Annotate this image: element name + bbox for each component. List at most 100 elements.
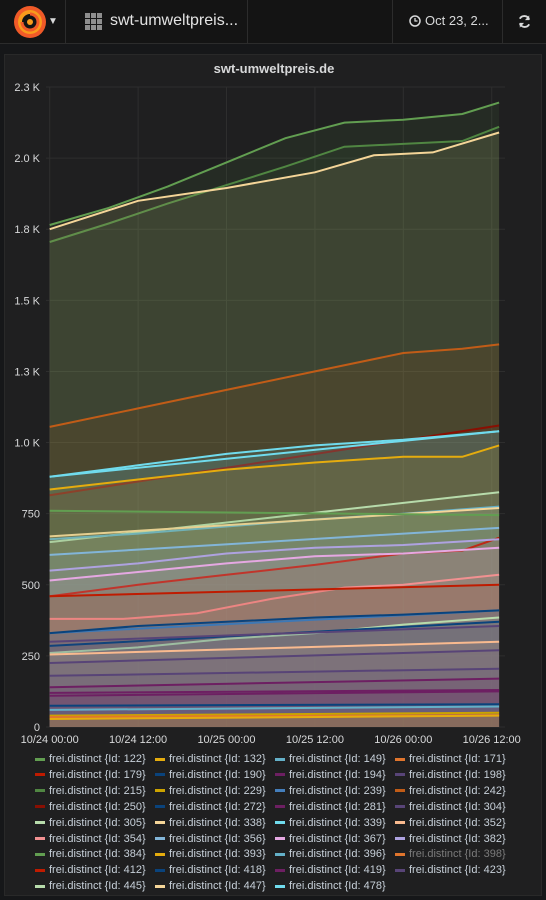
legend-swatch xyxy=(35,821,45,825)
series-line xyxy=(49,583,500,598)
legend-swatch xyxy=(155,884,165,888)
y-tick-label: 250 xyxy=(22,651,40,663)
legend-label: frei.distinct {Id: 478} xyxy=(289,880,386,893)
y-tick-label: 500 xyxy=(22,580,40,592)
legend-item[interactable]: frei.distinct {Id: 338} xyxy=(155,817,266,829)
legend-swatch xyxy=(155,773,165,777)
legend-swatch xyxy=(35,837,45,841)
legend-swatch xyxy=(35,868,45,872)
legend-item[interactable]: frei.distinct {Id: 171} xyxy=(395,753,506,765)
legend-label: frei.distinct {Id: 242} xyxy=(409,784,506,797)
grafana-menu-button[interactable]: ▼ xyxy=(0,0,66,44)
y-tick-label: 0 xyxy=(34,722,40,734)
legend-item[interactable]: frei.distinct {Id: 190} xyxy=(155,769,266,781)
y-tick-label: 2.0 K xyxy=(14,153,40,165)
legend-label: frei.distinct {Id: 194} xyxy=(289,768,386,781)
series-line xyxy=(49,131,500,231)
refresh-button[interactable] xyxy=(502,0,546,44)
dashboard-title: swt-umweltpreis... xyxy=(110,12,239,29)
legend-item[interactable]: frei.distinct {Id: 272} xyxy=(155,801,266,813)
time-range-picker[interactable]: Oct 23, 2... xyxy=(392,0,502,44)
legend-item[interactable]: frei.distinct {Id: 418} xyxy=(155,864,266,876)
legend-item[interactable]: frei.distinct {Id: 384} xyxy=(35,848,146,860)
legend-item[interactable]: frei.distinct {Id: 149} xyxy=(275,753,386,765)
series-line xyxy=(49,705,500,711)
legend-label: frei.distinct {Id: 305} xyxy=(49,816,146,829)
legend-label: frei.distinct {Id: 418} xyxy=(169,864,266,877)
legend-item[interactable]: frei.distinct {Id: 239} xyxy=(275,785,386,797)
x-tick-label: 10/24 00:00 xyxy=(21,734,79,745)
series-line xyxy=(49,690,500,697)
legend-label: frei.distinct {Id: 423} xyxy=(409,864,506,877)
dashboard-grid-icon xyxy=(85,13,102,30)
grafana-logo-icon xyxy=(14,6,46,38)
series-line xyxy=(49,573,500,620)
legend-item[interactable]: frei.distinct {Id: 132} xyxy=(155,753,266,765)
legend-item[interactable]: frei.distinct {Id: 179} xyxy=(35,769,146,781)
legend-swatch xyxy=(155,821,165,825)
legend-item[interactable]: frei.distinct {Id: 122} xyxy=(35,753,146,765)
legend-swatch xyxy=(35,884,45,888)
legend-item[interactable]: frei.distinct {Id: 367} xyxy=(275,833,386,845)
legend-item[interactable]: frei.distinct {Id: 304} xyxy=(395,801,506,813)
legend-item[interactable]: frei.distinct {Id: 354} xyxy=(35,833,146,845)
legend-item[interactable]: frei.distinct {Id: 352} xyxy=(395,817,506,829)
legend-swatch xyxy=(395,837,405,841)
series-line xyxy=(49,609,500,635)
legend-item[interactable]: frei.distinct {Id: 229} xyxy=(155,785,266,797)
legend-label: frei.distinct {Id: 179} xyxy=(49,768,146,781)
legend-item[interactable]: frei.distinct {Id: 412} xyxy=(35,864,146,876)
x-tick-label: 10/25 12:00 xyxy=(286,734,344,745)
legend-label: frei.distinct {Id: 171} xyxy=(409,753,506,765)
legend-label: frei.distinct {Id: 398} xyxy=(409,848,506,861)
legend-item[interactable]: frei.distinct {Id: 194} xyxy=(275,769,386,781)
legend-item[interactable]: frei.distinct {Id: 250} xyxy=(35,801,146,813)
legend-label: frei.distinct {Id: 272} xyxy=(169,800,266,813)
series-line xyxy=(49,125,500,243)
legend-label: frei.distinct {Id: 396} xyxy=(289,848,386,861)
legend-item[interactable]: frei.distinct {Id: 356} xyxy=(155,833,266,845)
legend-item[interactable]: frei.distinct {Id: 478} xyxy=(275,880,386,892)
legend-item[interactable]: frei.distinct {Id: 447} xyxy=(155,880,266,892)
series-line xyxy=(49,101,500,226)
series-line xyxy=(49,689,500,694)
x-tick-label: 10/25 00:00 xyxy=(197,734,255,745)
x-tick-label: 10/26 00:00 xyxy=(374,734,432,745)
series-line xyxy=(49,444,500,491)
legend-swatch xyxy=(395,757,405,761)
legend-swatch xyxy=(275,837,285,841)
legend-item[interactable]: frei.distinct {Id: 419} xyxy=(275,864,386,876)
legend-swatch xyxy=(35,805,45,809)
legend-item[interactable]: frei.distinct {Id: 339} xyxy=(275,817,386,829)
legend-item[interactable]: frei.distinct {Id: 445} xyxy=(35,880,146,892)
legend-label: frei.distinct {Id: 419} xyxy=(289,864,386,877)
series-line xyxy=(49,343,500,428)
legend-swatch xyxy=(155,852,165,856)
series-line xyxy=(49,711,500,717)
legend-item[interactable]: frei.distinct {Id: 242} xyxy=(395,785,506,797)
legend-item[interactable]: frei.distinct {Id: 382} xyxy=(395,833,506,845)
legend-swatch xyxy=(155,868,165,872)
legend-item[interactable]: frei.distinct {Id: 393} xyxy=(155,848,266,860)
dashboard-search-button[interactable]: swt-umweltpreis... xyxy=(67,0,248,44)
legend-swatch xyxy=(155,789,165,793)
clock-icon xyxy=(409,15,421,27)
legend-item[interactable]: frei.distinct {Id: 305} xyxy=(35,817,146,829)
legend-item[interactable]: frei.distinct {Id: 281} xyxy=(275,801,386,813)
legend-item[interactable]: frei.distinct {Id: 423} xyxy=(395,864,506,876)
legend-swatch xyxy=(395,789,405,793)
legend-item[interactable]: frei.distinct {Id: 398} xyxy=(395,848,506,860)
legend-swatch xyxy=(155,805,165,809)
panel-title[interactable]: swt-umweltpreis.de xyxy=(213,61,335,76)
legend-item[interactable]: frei.distinct {Id: 215} xyxy=(35,785,146,797)
series-area xyxy=(49,508,500,727)
x-tick-label: 10/26 12:00 xyxy=(463,734,521,745)
legend-item[interactable]: frei.distinct {Id: 396} xyxy=(275,848,386,860)
y-tick-label: 1.5 K xyxy=(14,295,40,307)
refresh-icon xyxy=(518,15,531,28)
legend-item[interactable]: frei.distinct {Id: 198} xyxy=(395,769,506,781)
legend-label: frei.distinct {Id: 190} xyxy=(169,768,266,781)
series-area xyxy=(49,126,500,728)
legend-label: frei.distinct {Id: 215} xyxy=(49,784,146,797)
series-line xyxy=(49,430,500,478)
